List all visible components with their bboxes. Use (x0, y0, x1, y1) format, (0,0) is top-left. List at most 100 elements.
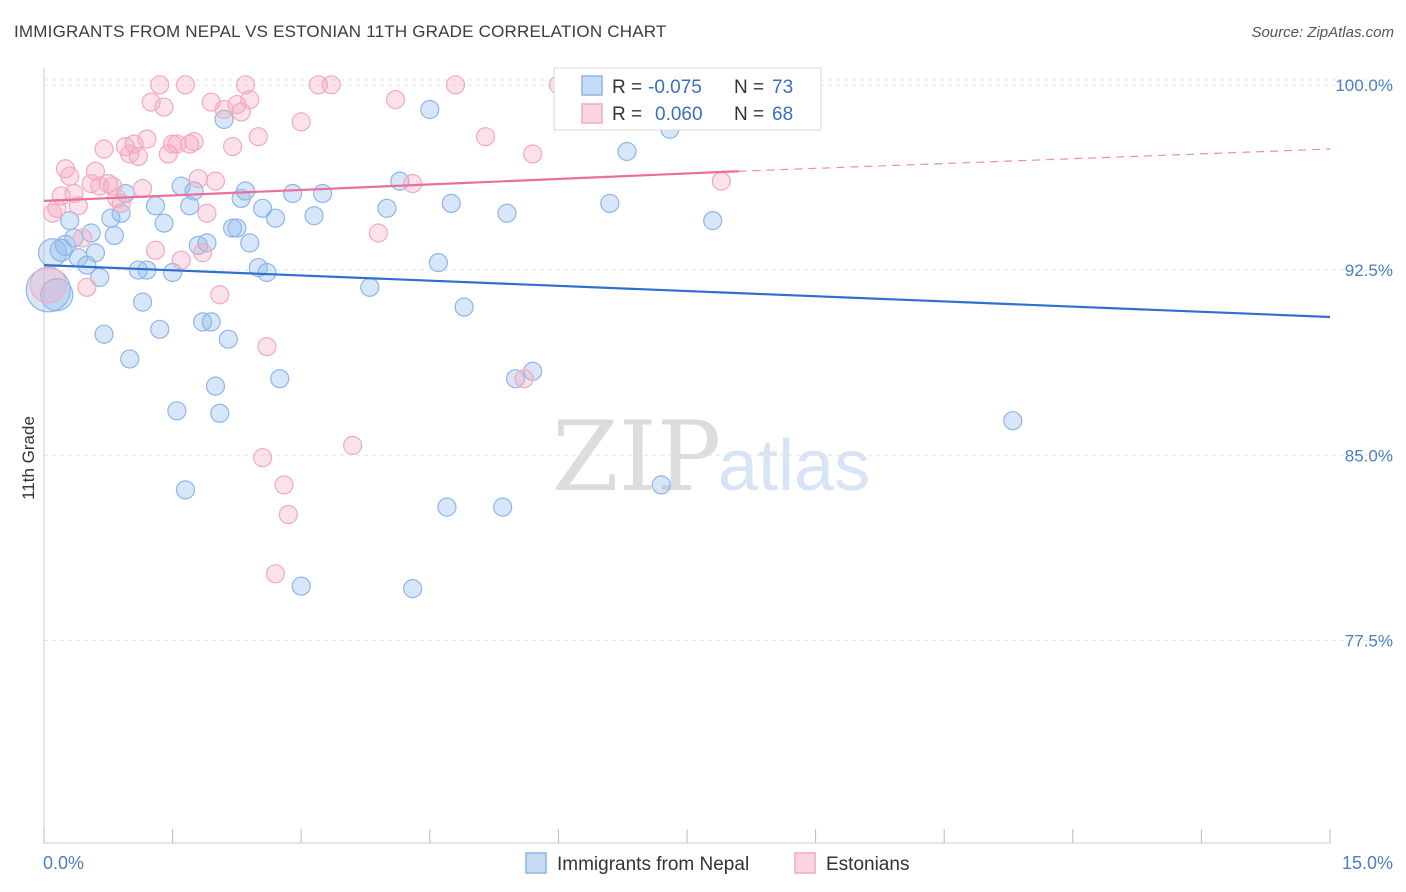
nepal-point (377, 198, 397, 218)
estonian-point (171, 250, 191, 270)
chart-title: IMMIGRANTS FROM NEPAL VS ESTONIAN 11TH G… (14, 22, 667, 41)
y-tick-label: 85.0% (1345, 446, 1393, 465)
watermark-zip: ZIP (552, 401, 721, 513)
nepal-point (441, 193, 461, 213)
nepal-point (265, 208, 286, 228)
nepal-point (210, 403, 230, 423)
nepal-point (497, 203, 517, 223)
estonian-point (175, 75, 196, 95)
estonian-point (94, 139, 114, 159)
estonian-point (29, 266, 67, 304)
estonian-point (128, 146, 148, 167)
nepal-point (651, 475, 671, 495)
nepal-point (493, 497, 513, 517)
estonian-point (137, 129, 157, 149)
y-tick-label: 77.5% (1345, 631, 1393, 650)
legend: R = -0.075 N = 73 R = 0.060 N = 68 (553, 67, 822, 131)
nepal-point (360, 277, 380, 297)
nepal-point (104, 225, 124, 246)
estonian-point (163, 134, 183, 154)
trend-lines (43, 148, 1331, 319)
legend-r-label: R = (612, 104, 642, 125)
nepal-point (85, 243, 106, 263)
nepal-point (175, 480, 196, 500)
estonian-point (64, 183, 84, 204)
x-tick-label: 0.0% (43, 853, 84, 873)
estonian-point (475, 127, 496, 147)
estonian-point (188, 169, 208, 189)
estonian-point (60, 166, 80, 186)
estonian-point (205, 171, 226, 191)
nepal-point (257, 262, 277, 283)
nepal-point (454, 297, 474, 317)
estonian-point (514, 369, 534, 389)
estonian-point (274, 475, 294, 495)
nepal-point (270, 369, 290, 389)
estonian-point (403, 174, 423, 194)
estonian-point (253, 448, 273, 468)
estonian-point (154, 97, 174, 117)
estonian-point (343, 435, 363, 455)
legend-swatch-estonians (581, 103, 603, 124)
y-tick-label: 100.0% (1335, 76, 1393, 95)
nepal-trend-line (43, 264, 1331, 319)
estonian-point (193, 243, 213, 263)
estonian-point (72, 228, 93, 248)
y-axis-title: 11th Grade (19, 416, 38, 500)
nepal-point (617, 141, 637, 162)
grid-lines (44, 79, 1393, 641)
legend-n-value: 73 (772, 77, 793, 98)
estonian-point (223, 136, 243, 157)
nepal-point (313, 183, 333, 204)
nepal-point (120, 349, 140, 369)
nepal-point (437, 497, 457, 517)
nepal-point (167, 401, 187, 421)
nepal-point (111, 203, 131, 223)
bottom-legend-label: Estonians (826, 854, 909, 875)
estonian-point (184, 132, 204, 152)
estonian-point (77, 277, 97, 297)
nepal-point (205, 376, 226, 396)
estonian-point (124, 134, 144, 154)
bottom-legend-label: Immigrants from Nepal (557, 854, 749, 875)
legend-n-value: 68 (772, 104, 793, 125)
nepal-point (600, 193, 620, 213)
estonian-point (68, 196, 88, 216)
estonian-point (257, 337, 277, 357)
nepal-point (180, 196, 200, 216)
estonian-point (197, 203, 217, 223)
estonian-point (150, 75, 170, 95)
estonian-point (445, 75, 466, 95)
nepal-point (291, 576, 311, 596)
estonian-point (210, 285, 230, 305)
nepal-point (227, 218, 247, 238)
nepal-point (218, 329, 238, 349)
estonian-point (385, 90, 406, 110)
source-label: Source: ZipAtlas.com (1251, 24, 1394, 41)
nepal-point (703, 211, 723, 231)
x-tick-label: 15.0% (1342, 853, 1393, 873)
nepal-point (240, 233, 260, 253)
estonian-point (368, 223, 388, 243)
bottom-legend-swatch-estonians (794, 852, 816, 874)
legend-r-value: -0.075 (648, 77, 702, 98)
estonian-point (141, 92, 161, 112)
nepal-point (283, 183, 303, 204)
legend-n-label: N = (734, 77, 764, 98)
estonian-point (278, 504, 298, 525)
estonian-trend-extension (738, 148, 1331, 172)
estonian-point (523, 144, 543, 164)
nepal-point (201, 312, 221, 332)
legend-swatch-nepal (581, 75, 603, 96)
nepal-point (1003, 411, 1023, 431)
nepal-point (154, 213, 174, 233)
nepal-point (253, 198, 273, 218)
estonian-point (235, 75, 256, 95)
nepal-point (197, 233, 217, 253)
estonian-point (248, 127, 268, 147)
estonian-point (85, 161, 106, 181)
nepal-point (145, 196, 166, 216)
estonian-point (240, 90, 260, 110)
legend-r-value: 0.060 (655, 104, 703, 125)
